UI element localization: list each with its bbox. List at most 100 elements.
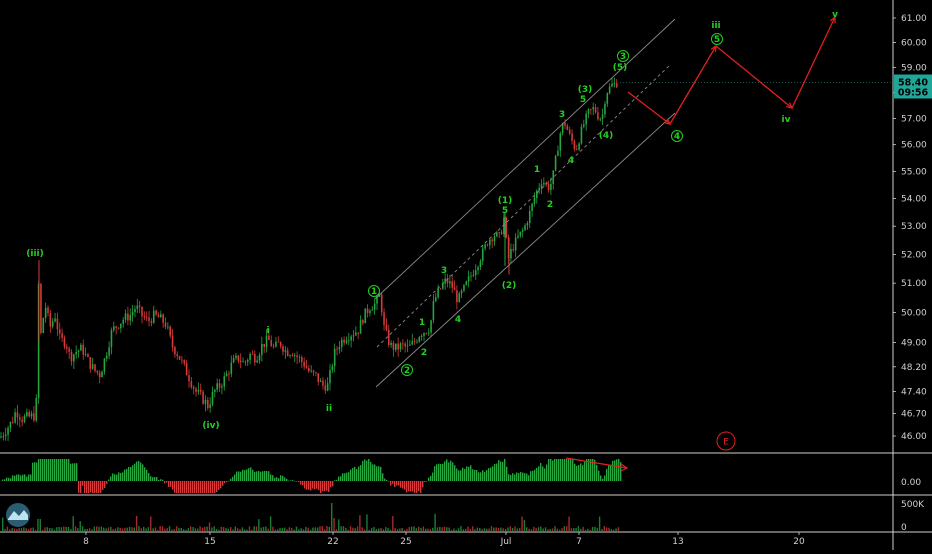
volume-bar — [436, 527, 439, 531]
candle-body — [254, 354, 256, 363]
volume-bar — [460, 526, 462, 531]
volume-bar — [490, 526, 493, 531]
candle-body — [284, 350, 287, 352]
volume-bar — [502, 528, 504, 531]
event-circle[interactable] — [716, 431, 736, 451]
oscillator-bar — [552, 460, 554, 481]
candle-body — [4, 434, 7, 437]
candle-body — [251, 353, 254, 355]
candle-body — [371, 309, 374, 311]
volume-bar — [138, 526, 140, 531]
wave-label: 1 — [534, 165, 540, 175]
candle-body — [543, 182, 545, 185]
volume-bar — [570, 528, 573, 531]
oscillator-bar — [290, 480, 292, 481]
volume-bar — [107, 527, 110, 531]
oscillator-bar — [406, 481, 408, 493]
event-marker[interactable]: E — [716, 431, 736, 451]
volume-bar — [159, 526, 161, 531]
candle-body — [73, 354, 75, 362]
candle-body — [477, 266, 479, 271]
oscillator-bar — [32, 462, 34, 481]
candle-body — [16, 412, 19, 418]
candle-body — [157, 314, 160, 318]
candle-body — [432, 301, 435, 321]
volume-bar — [610, 529, 613, 531]
candle-body — [465, 281, 468, 285]
candle-body — [587, 109, 590, 114]
volume-bar — [472, 526, 474, 531]
oscillator-bar — [452, 462, 454, 481]
oscillator-bar — [560, 459, 562, 481]
oscillator-bar — [582, 465, 584, 481]
oscillator-bar — [494, 464, 496, 481]
volume-bar — [432, 527, 434, 531]
time-axis[interactable]: 8 15 22 25 Jul 7 13 20 — [83, 532, 805, 547]
oscillator-bar — [396, 481, 398, 486]
volume-bar — [140, 528, 143, 531]
volume-bar — [462, 529, 464, 531]
oscillator-bar — [180, 481, 182, 493]
candle-body — [162, 314, 164, 323]
oscillator-bar — [550, 459, 552, 481]
oscillator-bar — [258, 470, 260, 481]
oscillator-bar — [526, 473, 528, 481]
candle-body — [301, 357, 303, 362]
oscillator-bar — [596, 464, 598, 481]
candle-body — [411, 341, 414, 345]
candle-body — [305, 366, 308, 369]
time-tick-label: 22 — [327, 537, 338, 547]
candle-body — [317, 373, 320, 382]
price-axis[interactable]: 61.0060.0059.0058.0057.0056.0055.0054.00… — [893, 14, 927, 442]
oscillator-bar — [202, 481, 204, 493]
elliott-channel — [374, 18, 676, 388]
oscillator-bar — [368, 459, 370, 481]
oscillator-bar — [516, 472, 518, 481]
oscillator-bar — [312, 481, 314, 489]
candle-body — [171, 335, 174, 348]
oscillator-bar — [400, 481, 402, 488]
oscillator-bar — [12, 475, 14, 481]
oscillator-bar — [282, 475, 284, 481]
oscillator-bar — [540, 462, 542, 481]
candle-body — [531, 203, 533, 211]
volume-bar — [554, 526, 556, 531]
volume-bar — [190, 526, 192, 531]
oscillator-bar — [264, 470, 266, 481]
volume-bar — [509, 526, 511, 531]
oscillator-bar — [6, 477, 8, 481]
volume-bar — [279, 527, 281, 531]
oscillator-bar — [398, 481, 400, 486]
oscillator-bar — [504, 459, 506, 481]
volume-bar — [537, 527, 540, 531]
oscillator-bar — [602, 478, 604, 481]
oscillator-bar — [318, 481, 320, 491]
volume-bar — [232, 529, 234, 531]
oscillator-bar — [94, 481, 96, 493]
volume-bar — [476, 527, 479, 531]
candle-body — [536, 190, 538, 198]
oscillator-bar — [462, 467, 464, 481]
tradingview-logo[interactable] — [6, 503, 30, 527]
volume-bar — [27, 528, 30, 531]
candle-body — [376, 296, 378, 304]
volume-bar — [175, 526, 178, 531]
candle-body — [362, 320, 364, 324]
candle-body — [291, 355, 294, 357]
candle-body — [340, 339, 343, 348]
volume-bar — [434, 513, 436, 531]
candle-body — [129, 315, 132, 321]
wave-label: ii — [326, 404, 332, 414]
oscillator-bar — [126, 468, 128, 481]
oscillator-bar — [156, 477, 158, 481]
time-tick-label: 25 — [400, 537, 411, 547]
volume-bar — [208, 522, 211, 531]
volume-bar — [9, 529, 11, 531]
volume-bar — [314, 527, 316, 531]
oscillator-bar — [114, 474, 116, 481]
oscillator-bar — [146, 469, 148, 481]
oscillator-bar — [256, 471, 258, 481]
channel-line — [376, 64, 671, 348]
candle-body — [207, 399, 209, 408]
